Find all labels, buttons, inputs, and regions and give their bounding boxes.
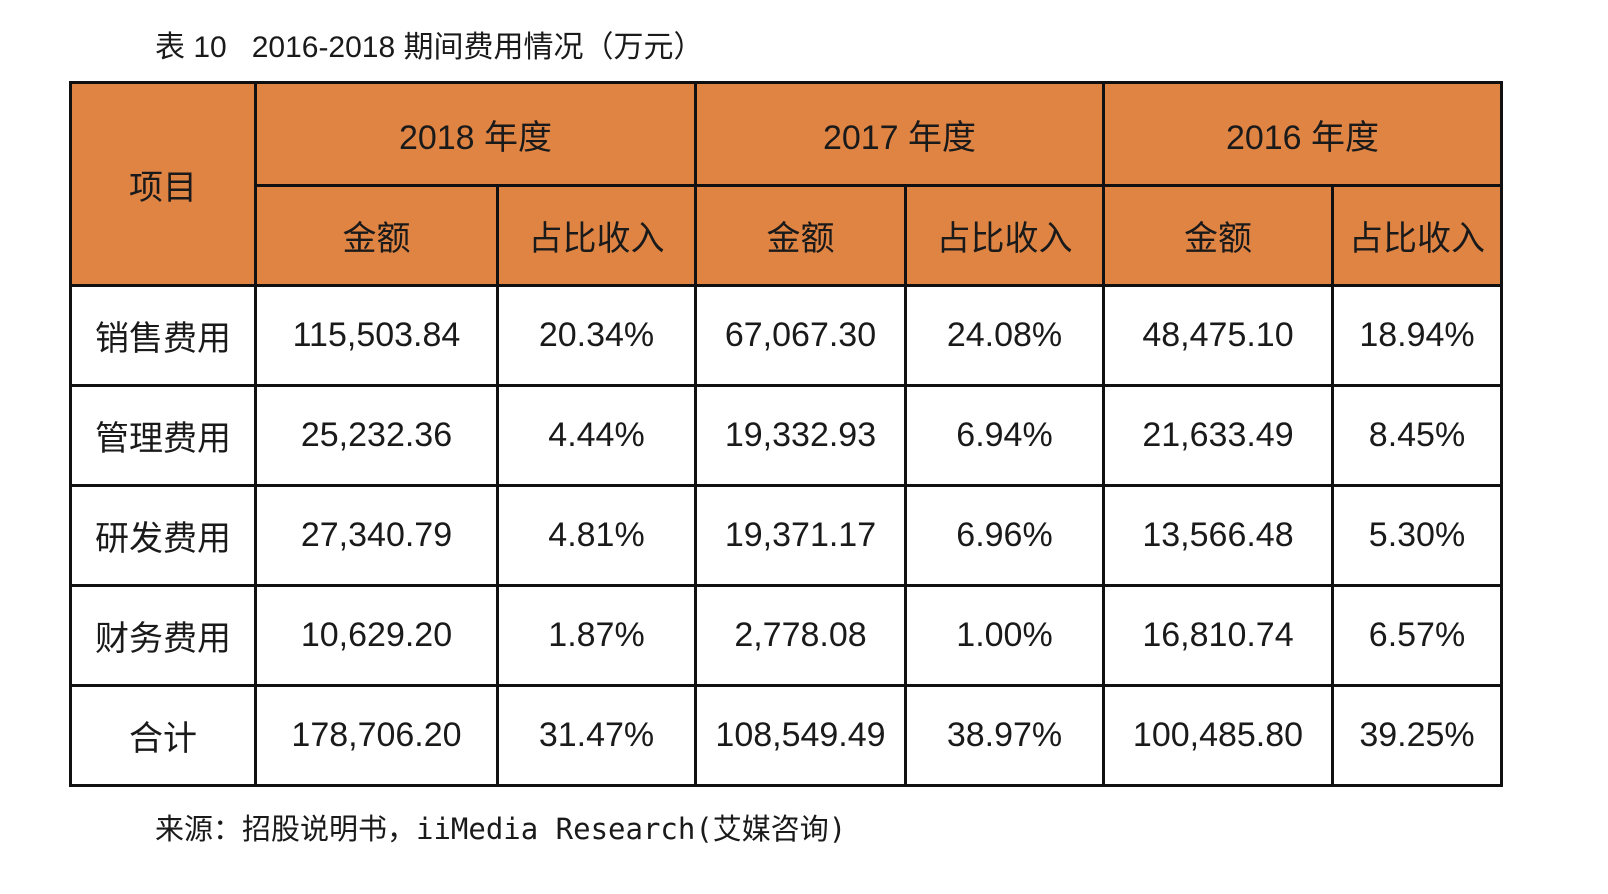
ratio-cell: 20.34% bbox=[496, 284, 697, 387]
amount-cell: 178,706.20 bbox=[254, 684, 499, 787]
row-label: 合计 bbox=[69, 684, 257, 787]
amount-cell: 19,371.17 bbox=[694, 484, 907, 587]
amount-cell: 108,549.49 bbox=[694, 684, 907, 787]
ratio-cell: 4.81% bbox=[496, 484, 697, 587]
ratio-cell: 4.44% bbox=[496, 384, 697, 487]
ratio-cell: 5.30% bbox=[1331, 484, 1503, 587]
row-label: 管理费用 bbox=[69, 384, 257, 487]
table-row: 销售费用 115,503.84 20.34% 67,067.30 24.08% 48,47… bbox=[69, 284, 1503, 387]
ratio-cell: 39.25% bbox=[1331, 684, 1503, 787]
row-label: 财务费用 bbox=[69, 584, 257, 687]
ratio-header: 占比收入 bbox=[496, 184, 697, 287]
expense-table: 项目 2018 年度 2017 年度 2016 年度 金额 占比收入 金额 占比… bbox=[69, 81, 1503, 787]
table-row: 研发费用 27,340.79 4.81% 19,371.17 6.96% 13,566.4… bbox=[69, 484, 1503, 587]
ratio-cell: 1.87% bbox=[496, 584, 697, 687]
ratio-cell: 6.57% bbox=[1331, 584, 1503, 687]
amount-cell: 16,810.74 bbox=[1102, 584, 1334, 687]
ratio-cell: 1.00% bbox=[904, 584, 1105, 687]
amount-header: 金额 bbox=[1102, 184, 1334, 287]
table-row: 合计 178,706.20 31.47% 108,549.49 38.97% 100,48… bbox=[69, 684, 1503, 787]
amount-header: 金额 bbox=[694, 184, 907, 287]
amount-cell: 13,566.48 bbox=[1102, 484, 1334, 587]
ratio-cell: 6.96% bbox=[904, 484, 1105, 587]
ratio-cell: 24.08% bbox=[904, 284, 1105, 387]
ratio-header: 占比收入 bbox=[904, 184, 1105, 287]
source-note: 来源：招股说明书，iiMedia Research(艾媒咨询) bbox=[155, 812, 847, 846]
amount-cell: 10,629.20 bbox=[254, 584, 499, 687]
ratio-cell: 8.45% bbox=[1331, 384, 1503, 487]
amount-cell: 67,067.30 bbox=[694, 284, 907, 387]
item-header: 项目 bbox=[69, 81, 257, 287]
table-title: 表 10 2016-2018 期间费用情况（万元） bbox=[155, 31, 704, 64]
amount-cell: 2,778.08 bbox=[694, 584, 907, 687]
ratio-cell: 38.97% bbox=[904, 684, 1105, 787]
year-header-2018: 2018 年度 bbox=[254, 81, 697, 187]
amount-cell: 27,340.79 bbox=[254, 484, 499, 587]
table-row: 财务费用 10,629.20 1.87% 2,778.08 1.00% 16,810.74… bbox=[69, 584, 1503, 687]
amount-cell: 25,232.36 bbox=[254, 384, 499, 487]
year-header-2016: 2016 年度 bbox=[1102, 81, 1503, 187]
ratio-cell: 6.94% bbox=[904, 384, 1105, 487]
row-label: 研发费用 bbox=[69, 484, 257, 587]
table-row: 管理费用 25,232.36 4.44% 19,332.93 6.94% 21,633.4… bbox=[69, 384, 1503, 487]
amount-cell: 100,485.80 bbox=[1102, 684, 1334, 787]
ratio-cell: 31.47% bbox=[496, 684, 697, 787]
ratio-cell: 18.94% bbox=[1331, 284, 1503, 387]
amount-cell: 21,633.49 bbox=[1102, 384, 1334, 487]
amount-cell: 19,332.93 bbox=[694, 384, 907, 487]
row-label: 销售费用 bbox=[69, 284, 257, 387]
year-header-2017: 2017 年度 bbox=[694, 81, 1105, 187]
amount-header: 金额 bbox=[254, 184, 499, 287]
ratio-header: 占比收入 bbox=[1331, 184, 1503, 287]
amount-cell: 48,475.10 bbox=[1102, 284, 1334, 387]
amount-cell: 115,503.84 bbox=[254, 284, 499, 387]
